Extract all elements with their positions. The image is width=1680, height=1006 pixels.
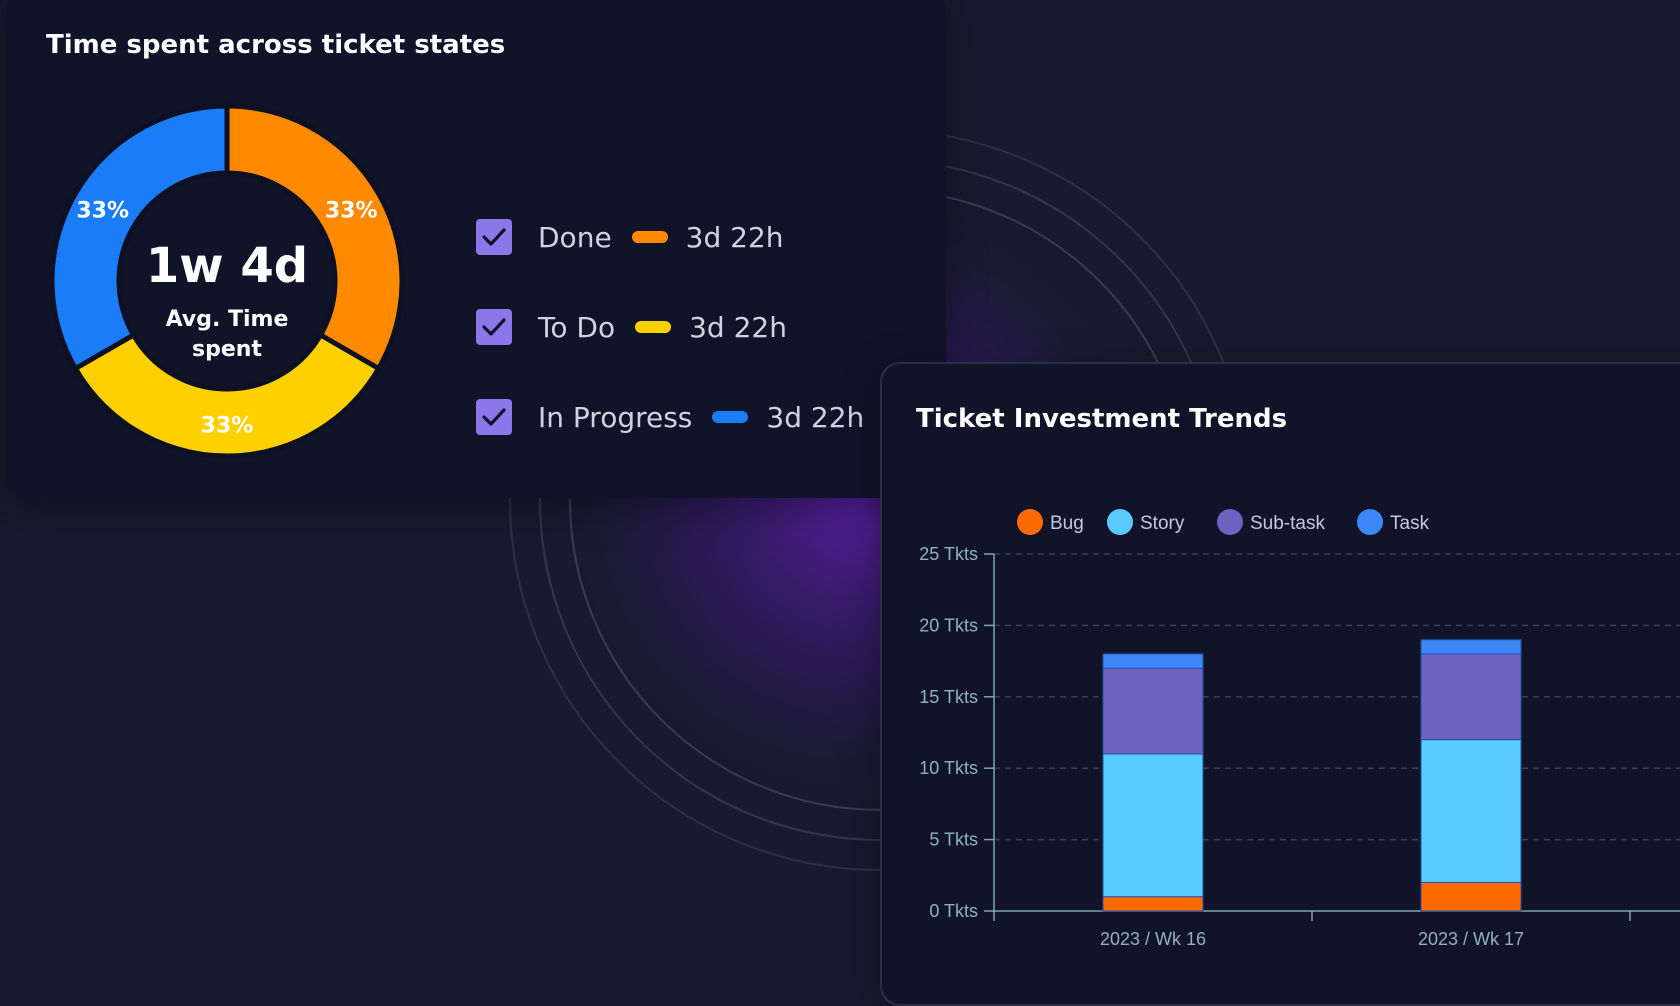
legend-marker-bug[interactable]: [1017, 509, 1043, 535]
donut-slice-to-do: [72, 332, 382, 459]
donut-center-label-line2: spent: [192, 337, 262, 362]
state-row-done: Done 3d 22h: [476, 217, 784, 257]
done-color-swatch: [631, 231, 668, 243]
bar-segment-bug: [1102, 896, 1204, 912]
state-label-todo: To Do: [538, 310, 616, 344]
bar-segment-sub-task: [1420, 653, 1522, 741]
bar-stack-2023-wk-17: [1420, 639, 1522, 912]
in-progress-checkbox[interactable]: [476, 399, 512, 435]
bar-segment-task: [1102, 653, 1204, 669]
donut-label-in-progress: 33%: [76, 198, 129, 223]
legend-marker-sub-task[interactable]: [1217, 509, 1243, 535]
legend-label-bug[interactable]: Bug: [1050, 513, 1084, 534]
bar-segment-bug: [1420, 881, 1522, 912]
state-row-in-progress: In Progress 3d 22h: [476, 397, 864, 437]
state-row-todo: To Do 3d 22h: [476, 307, 787, 347]
donut-label-done: 33%: [325, 198, 378, 223]
legend-label-sub-task[interactable]: Sub-task: [1250, 513, 1325, 534]
state-value-todo: 3d 22h: [689, 310, 787, 344]
bar-segment-sub-task: [1102, 667, 1204, 755]
bar-segment-story: [1420, 739, 1522, 883]
state-label-in-progress: In Progress: [538, 400, 693, 434]
donut-slice-in-progress: [49, 103, 230, 371]
legend-label-story[interactable]: Story: [1140, 513, 1185, 534]
y-tick-label: 5 Tkts: [929, 830, 978, 850]
checkmark-icon: [482, 408, 506, 426]
ticket-trends-chart: Bug Story Sub-task Task 0 Tkts 5 Tkts 10 Tkts 1…: [919, 509, 1680, 949]
in-progress-color-swatch: [712, 411, 749, 423]
state-value-in-progress: 3d 22h: [766, 400, 865, 434]
legend-marker-story[interactable]: [1107, 509, 1133, 535]
time-donut-chart: 33% 33% 33% 1w 4d Avg. Time spent: [49, 103, 405, 459]
state-label-done: Done: [538, 220, 612, 254]
y-tick-label: 20 Tkts: [919, 615, 978, 635]
chart-legend: Bug Story Sub-task Task: [1017, 509, 1430, 535]
y-tick-label: 0 Tkts: [929, 901, 978, 921]
checkmark-icon: [482, 228, 506, 246]
y-tick-label: 25 Tkts: [919, 544, 978, 564]
time-spent-title: Time spent across ticket states: [46, 30, 506, 60]
x-tick-label: 2023 / Wk 16: [1100, 929, 1206, 949]
legend-marker-task[interactable]: [1357, 509, 1383, 535]
state-value-done: 3d 22h: [685, 220, 784, 254]
bar-segment-story: [1102, 753, 1204, 898]
legend-label-task[interactable]: Task: [1390, 513, 1430, 534]
donut-slice-done: [224, 103, 405, 371]
done-checkbox[interactable]: [476, 219, 512, 255]
x-tick-label: 2023 / Wk 17: [1418, 929, 1524, 949]
checkmark-icon: [482, 318, 506, 336]
ticket-trends-title: Ticket Investment Trends: [916, 404, 1288, 434]
bar-segment-task: [1420, 639, 1522, 655]
donut-center-value: 1w 4d: [146, 238, 308, 294]
y-tick-label: 15 Tkts: [919, 687, 978, 707]
ticket-trends-card: Ticket Investment Trends Bug Story Sub-tas…: [880, 362, 1680, 1006]
y-tick-label: 10 Tkts: [919, 758, 978, 778]
donut-label-to-do: 33%: [201, 414, 254, 439]
bar-stack-2023-wk-16: [1102, 653, 1204, 912]
todo-color-swatch: [635, 321, 672, 333]
todo-checkbox[interactable]: [476, 309, 512, 345]
time-spent-card: Time spent across ticket states 33% 33% 33…: [6, 0, 946, 498]
donut-center-label-line1: Avg. Time: [166, 307, 289, 332]
